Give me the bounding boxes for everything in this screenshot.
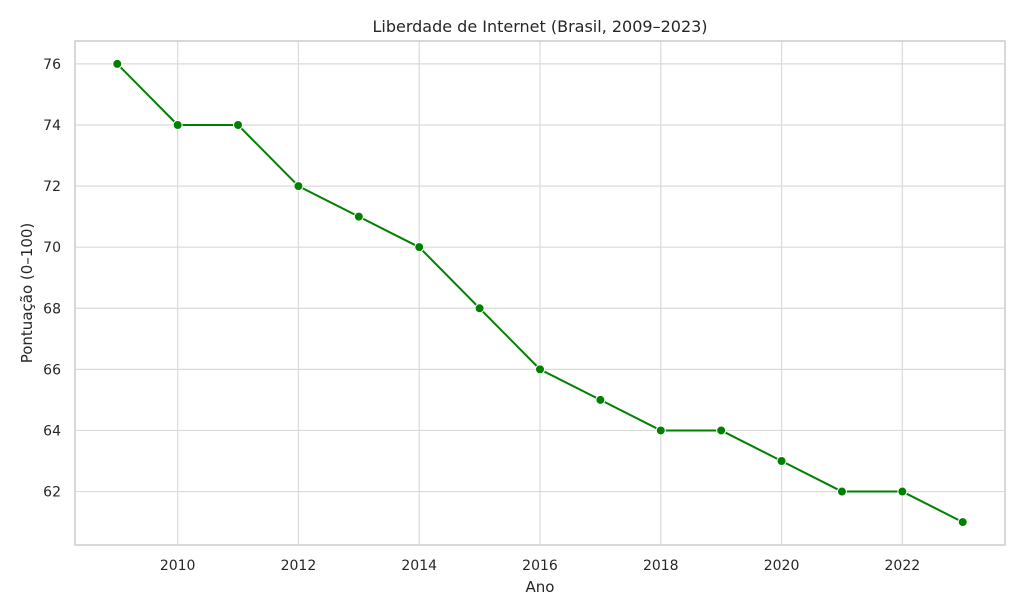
y-tick-label: 72 xyxy=(43,179,61,195)
x-tick-label: 2010 xyxy=(160,558,196,574)
x-tick-label: 2018 xyxy=(643,558,679,574)
series-group xyxy=(112,58,968,528)
grid xyxy=(75,41,1005,545)
data-point xyxy=(112,58,123,69)
y-tick-label: 68 xyxy=(43,301,61,317)
y-tick-label: 64 xyxy=(43,423,61,439)
data-point xyxy=(716,425,727,436)
chart-title: Liberdade de Internet (Brasil, 2009–2023… xyxy=(372,17,707,36)
x-axis-label: Ano xyxy=(526,578,555,596)
y-tick-label: 66 xyxy=(43,362,61,378)
data-point xyxy=(414,242,425,253)
data-point xyxy=(655,425,666,436)
data-point xyxy=(957,517,968,528)
data-point xyxy=(776,456,787,466)
x-tick-label: 2012 xyxy=(281,558,317,574)
data-point xyxy=(353,211,364,222)
y-tick-label: 70 xyxy=(43,240,61,256)
plot-frame xyxy=(74,40,1006,546)
data-point xyxy=(172,120,183,130)
y-tick-label: 76 xyxy=(43,57,61,73)
y-tick-label: 62 xyxy=(43,485,61,501)
x-axis-ticks: 2010 2012 2014 2016 2018 2020 2022 xyxy=(160,558,920,574)
x-tick-label: 2020 xyxy=(764,558,800,574)
data-point xyxy=(293,181,304,192)
y-axis-label: Pontuação (0–100) xyxy=(18,223,36,364)
x-tick-label: 2014 xyxy=(401,558,437,574)
data-point xyxy=(233,120,244,130)
x-tick-label: 2022 xyxy=(885,558,921,574)
data-point xyxy=(595,394,606,405)
y-axis-ticks: 62 64 66 68 70 72 74 76 xyxy=(43,57,61,501)
data-point xyxy=(474,303,485,314)
y-tick-label: 74 xyxy=(43,118,61,134)
data-point xyxy=(897,486,908,497)
data-point xyxy=(836,486,847,497)
x-tick-label: 2016 xyxy=(522,558,558,574)
data-point xyxy=(535,364,545,375)
